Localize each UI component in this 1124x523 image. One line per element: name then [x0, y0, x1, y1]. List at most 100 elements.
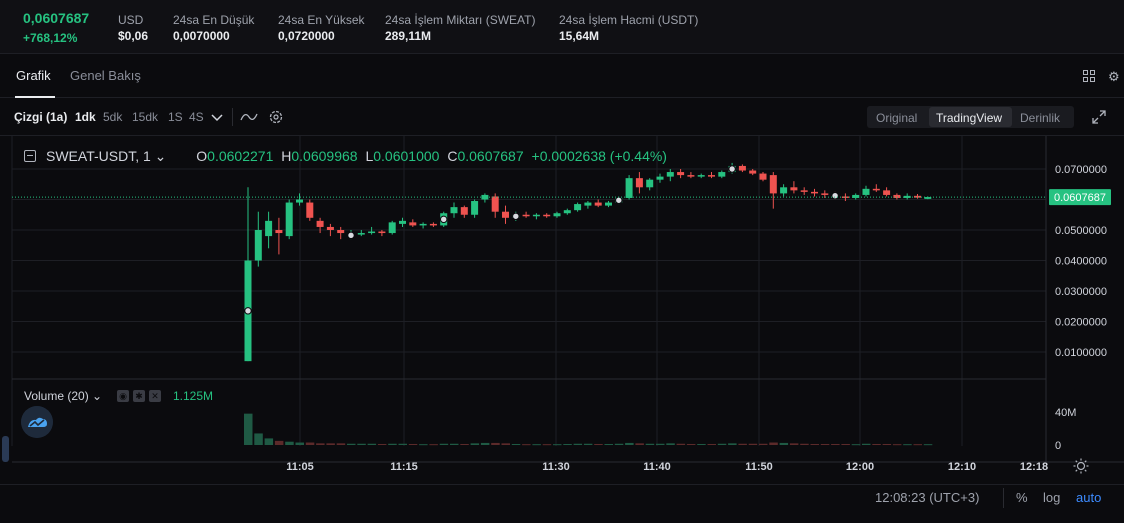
volume-quote-value: 15,64M — [559, 29, 600, 43]
legend-chevron-icon[interactable]: ⌄ — [150, 148, 167, 164]
log-scale-toggle[interactable]: log — [1043, 490, 1061, 505]
candle-body — [656, 176, 664, 180]
volume-bar — [748, 443, 758, 445]
chart-type-selector[interactable]: Çizgi (1a) — [14, 110, 68, 124]
volume-bar — [851, 444, 861, 446]
interval-4h[interactable]: 4S — [189, 110, 204, 124]
time-tick-label: 11:15 — [390, 461, 418, 473]
legend-high-value: 0.0609968 — [291, 148, 358, 164]
volume-bar — [460, 444, 469, 446]
candle-body — [306, 202, 314, 218]
volume-legend[interactable]: Volume (20) ⌄ — [24, 389, 102, 403]
candle-body — [522, 214, 530, 217]
gear-icon[interactable]: ⚙ — [1108, 69, 1120, 84]
view-depth[interactable]: Derinlik — [1020, 111, 1061, 125]
tab-active-indicator — [15, 96, 55, 98]
time-tick-label: 12:18 — [1020, 461, 1048, 473]
chart-area[interactable]: 0.07000000.06000000.05000000.04000000.03… — [0, 136, 1124, 523]
legend-low-value: 0.0601000 — [373, 148, 440, 164]
candle-body — [852, 194, 860, 198]
view-tradingview[interactable]: TradingView — [936, 111, 1003, 125]
candle-body — [388, 222, 396, 234]
candle-body — [800, 190, 808, 192]
candle-body — [399, 220, 406, 224]
tradingview-logo-icon[interactable] — [21, 406, 53, 438]
candle-body — [357, 233, 365, 235]
price-tick-label: 0.0700000 — [1055, 164, 1107, 176]
candle-body — [883, 190, 891, 195]
chart-legend: SWEAT-USDT, 1 ⌄ O0.0602271 H0.0609968 L0… — [24, 148, 667, 165]
candle-body — [491, 196, 499, 212]
volume-value: 1.125M — [173, 389, 214, 403]
trade-marker — [728, 165, 736, 173]
candle-body — [563, 210, 571, 214]
candle-body — [811, 191, 818, 194]
volume-bar — [903, 444, 912, 446]
candle-body — [460, 207, 468, 215]
eye-icon[interactable]: ◉ — [117, 390, 129, 402]
volume-bar — [439, 443, 449, 445]
candle-body — [285, 202, 293, 237]
volume-bar — [923, 444, 933, 446]
candlestick-chart[interactable]: 0.07000000.06000000.05000000.04000000.03… — [0, 136, 1124, 484]
volume-bar — [841, 444, 850, 446]
candle-body — [450, 207, 458, 214]
last-price: 0,0607687 — [23, 10, 90, 26]
price-tick-label: 0.0500000 — [1055, 225, 1107, 237]
close-icon[interactable]: ✕ — [149, 390, 161, 402]
legend-low-label: L — [365, 148, 374, 164]
legend-symbol[interactable]: SWEAT-USDT, 1 — [46, 148, 151, 164]
settings-gear-icon[interactable] — [268, 109, 284, 125]
theme-toggle-icon[interactable] — [1073, 458, 1089, 474]
grid-icon[interactable] — [1083, 70, 1095, 82]
high-value: 0,0720000 — [278, 29, 335, 43]
volume-bar — [326, 443, 335, 445]
candle-body — [337, 230, 345, 234]
interval-5m[interactable]: 5dk — [103, 110, 123, 124]
volume-bar — [697, 444, 706, 446]
tab-chart[interactable]: Grafik — [16, 68, 51, 83]
candle-body — [502, 211, 509, 218]
volume-bar — [594, 444, 603, 446]
volume-bar — [357, 443, 366, 445]
volume-bar — [686, 444, 696, 446]
volume-bar — [666, 443, 675, 445]
time-tick-label: 11:30 — [542, 461, 570, 473]
candle-body — [605, 202, 612, 206]
interval-1m[interactable]: 1dk — [75, 110, 96, 124]
settings-icon[interactable]: ✱ — [133, 390, 145, 402]
candle-body — [821, 193, 829, 195]
last-price-tag — [1049, 189, 1111, 206]
candle-body — [687, 175, 695, 177]
volume-bar — [388, 443, 397, 445]
interval-15m[interactable]: 15dk — [132, 110, 159, 124]
candle-body — [646, 179, 654, 188]
expand-icon[interactable] — [1092, 110, 1106, 124]
candle-body — [780, 187, 788, 194]
price-tick-label: 0.0300000 — [1055, 286, 1107, 298]
auto-scale-toggle[interactable]: auto — [1076, 490, 1102, 505]
candle-body — [759, 173, 767, 180]
candle-body — [872, 188, 880, 191]
percent-scale-toggle[interactable]: % — [1016, 490, 1028, 505]
volume-bar — [645, 443, 655, 445]
volume-label[interactable]: Volume (20) — [24, 389, 89, 403]
wave-icon[interactable] — [240, 110, 258, 124]
volume-bar — [542, 444, 552, 446]
candle-body — [790, 187, 798, 191]
volume-bar — [872, 444, 881, 446]
candle-body — [635, 178, 643, 188]
volume-bar — [408, 444, 418, 446]
candle-body — [326, 226, 334, 230]
volume-bar — [347, 443, 356, 445]
collapse-legend-icon[interactable] — [24, 150, 36, 162]
volume-bar — [676, 443, 686, 445]
chevron-down-icon[interactable] — [210, 111, 224, 123]
price-tick-label: 0.0400000 — [1055, 256, 1107, 268]
volume-bar — [656, 443, 665, 445]
interval-1h[interactable]: 1S — [168, 110, 183, 124]
view-original[interactable]: Original — [876, 111, 918, 125]
volume-chevron-icon[interactable]: ⌄ — [88, 389, 103, 403]
left-panel-handle[interactable] — [2, 436, 9, 462]
tab-overview[interactable]: Genel Bakış — [70, 68, 141, 83]
